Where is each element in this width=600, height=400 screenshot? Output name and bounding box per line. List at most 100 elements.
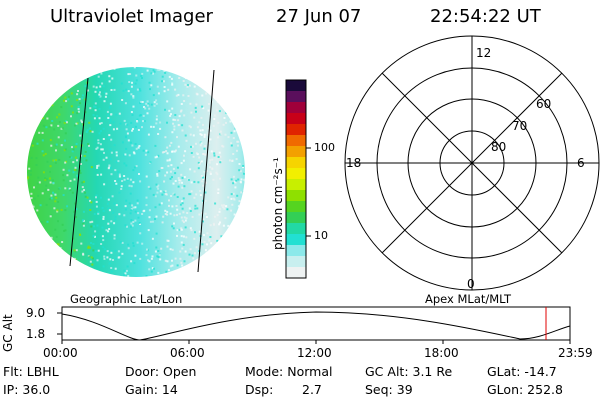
speckle-pixel [123, 175, 126, 177]
speckle-pixel [205, 181, 207, 184]
speckle-pixel [106, 256, 109, 259]
speckle-pixel [156, 255, 159, 258]
speckle-pixel [89, 107, 92, 110]
geographic-header: Geographic Lat/Lon [70, 292, 183, 306]
speckle-pixel [96, 173, 99, 176]
speckle-pixel [174, 257, 177, 260]
speckle-pixel [113, 144, 116, 147]
speckle-pixel [184, 134, 187, 137]
speckle-pixel [171, 225, 174, 228]
speckle-pixel [82, 210, 85, 213]
speckle-pixel [202, 153, 205, 155]
speckle-pixel [88, 121, 91, 124]
speckle-pixel [61, 241, 64, 243]
speckle-pixel [116, 127, 119, 130]
speckle-pixel [123, 274, 126, 277]
speckle-pixel [112, 86, 115, 89]
speckle-pixel [31, 144, 34, 147]
speckle-pixel [211, 158, 214, 161]
speckle-pixel [49, 181, 52, 184]
speckle-pixel [150, 125, 153, 128]
speckle-pixel [73, 210, 76, 213]
speckle-pixel [112, 121, 115, 124]
speckle-pixel [136, 199, 139, 202]
speckle-pixel [206, 243, 208, 246]
speckle-pixel [193, 180, 196, 183]
speckle-pixel [173, 125, 176, 128]
speckle-pixel [153, 70, 156, 73]
speckle-pixel [197, 161, 200, 164]
speckle-pixel [203, 240, 206, 243]
speckle-pixel [161, 193, 164, 196]
speckle-pixel [198, 121, 201, 124]
speckle-pixel [115, 161, 118, 164]
speckle-pixel [95, 196, 97, 199]
speckle-pixel [184, 226, 187, 229]
speckle-pixel [135, 147, 138, 150]
speckle-pixel [140, 100, 143, 103]
speckle-pixel [92, 114, 95, 117]
speckle-pixel [181, 264, 184, 267]
speckle-pixel [204, 153, 207, 156]
speckle-pixel [139, 114, 142, 117]
speckle-pixel [82, 252, 85, 255]
speckle-pixel [201, 94, 204, 97]
speckle-pixel [108, 197, 110, 200]
speckle-pixel [239, 170, 242, 173]
speckle-pixel [137, 216, 140, 219]
speckle-pixel [125, 269, 128, 272]
speckle-pixel [148, 268, 151, 271]
speckle-pixel [127, 275, 130, 277]
speckle-pixel [74, 156, 77, 159]
speckle-pixel [152, 125, 155, 128]
speckle-pixel [208, 239, 211, 242]
speckle-pixel [138, 145, 141, 147]
speckle-pixel [168, 109, 171, 112]
speckle-pixel [200, 175, 203, 177]
speckle-pixel [134, 219, 137, 222]
speckle-pixel [75, 143, 78, 145]
speckle-pixel [183, 100, 186, 102]
speckle-pixel [79, 102, 81, 105]
speckle-pixel [180, 235, 183, 238]
speckle-pixel [176, 166, 179, 169]
door-status: Door: Open [125, 364, 197, 379]
speckle-pixel [80, 119, 83, 122]
speckle-pixel [98, 117, 101, 120]
speckle-pixel [136, 120, 139, 123]
speckle-pixel [28, 167, 31, 170]
speckle-pixel [131, 204, 134, 207]
speckle-pixel [132, 221, 135, 223]
speckle-pixel [108, 136, 110, 139]
speckle-pixel [202, 177, 205, 180]
speckle-pixel [131, 144, 134, 147]
speckle-pixel [100, 173, 103, 176]
speckle-pixel [180, 227, 183, 230]
speckle-pixel [183, 154, 185, 157]
speckle-pixel [63, 229, 66, 232]
speckle-pixel [107, 207, 110, 210]
speckle-pixel [99, 91, 101, 94]
speckle-pixel [49, 170, 51, 173]
speckle-pixel [220, 204, 223, 207]
speckle-pixel [102, 158, 105, 161]
speckle-pixel [232, 182, 235, 185]
speckle-pixel [123, 162, 126, 165]
speckle-pixel [45, 203, 48, 206]
speckle-pixel [42, 124, 45, 127]
timeline-ytick-label: 9.0 [26, 306, 46, 320]
speckle-pixel [129, 192, 132, 195]
speckle-pixel [180, 103, 183, 105]
speckle-pixel [211, 168, 214, 171]
speckle-pixel [92, 85, 95, 88]
speckle-pixel [44, 188, 47, 191]
speckle-pixel [195, 152, 198, 155]
speckle-pixel [146, 69, 149, 72]
speckle-pixel [143, 209, 146, 212]
speckle-pixel [107, 117, 110, 119]
speckle-pixel [104, 95, 107, 98]
speckle-pixel [44, 152, 47, 155]
speckle-pixel [167, 269, 170, 272]
speckle-pixel [168, 75, 171, 78]
speckle-pixel [238, 200, 241, 203]
